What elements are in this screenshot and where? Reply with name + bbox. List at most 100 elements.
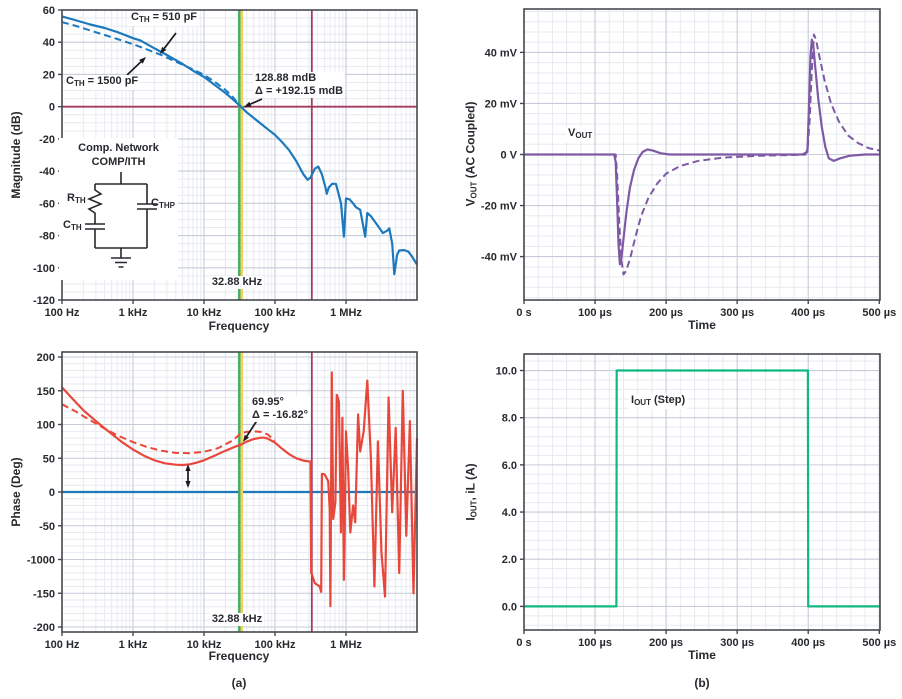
- iout-frame: [523, 353, 881, 631]
- tick-label: 400 µs: [791, 307, 825, 319]
- iout-step-label: IOUT (Step): [629, 394, 688, 409]
- phase-xlabel: Frequency: [208, 649, 270, 663]
- reference-lines: [62, 352, 417, 632]
- tick-label: -20: [39, 134, 55, 146]
- tick-label: -150: [33, 588, 55, 600]
- tick-label: 200 µs: [649, 307, 683, 319]
- phase-margin-delta: Δ = -16.82°: [252, 409, 309, 421]
- phase-margin-value: 69.95°: [252, 396, 284, 408]
- tick-label: 500 µs: [862, 637, 896, 649]
- grid-minor: [524, 9, 880, 300]
- tick-label: -120: [33, 295, 55, 307]
- tick-label: 100 µs: [578, 637, 612, 649]
- rth-label: RTH: [67, 192, 86, 205]
- tick-label: 60: [43, 5, 55, 17]
- tick-label: 40 mV: [485, 47, 518, 59]
- tick-label: 4.0: [502, 507, 517, 519]
- crossover-freq-label-magnitude: 32.88 kHz: [209, 276, 265, 289]
- tick-label: 6.0: [502, 460, 517, 472]
- tick-label: 0.0: [502, 601, 517, 613]
- vout-xlabel: Time: [688, 318, 716, 332]
- tick-label: 40: [43, 37, 55, 49]
- tick-label: 20 mV: [485, 98, 518, 110]
- phase-series-0: [61, 371, 419, 608]
- tick-label: 300 µs: [720, 307, 754, 319]
- iout-series-0: [524, 369, 880, 608]
- phase-plot: 100 Hz 1 kHz 10 kHz 100 kHz 1 MHz 200 150 100 50…: [27, 351, 419, 651]
- vout-series-0: [524, 38, 880, 266]
- tick-label: 50: [43, 453, 55, 465]
- tick-label: 1 kHz: [119, 307, 148, 319]
- tick-label: -40: [39, 166, 55, 178]
- vout-plot: 0 s 100 µs 200 µs 300 µs 400 µs 500 µs 40 mV 20…: [481, 8, 896, 319]
- magnitude-series-1: [61, 21, 242, 107]
- magnitude-xlabel: Frequency: [208, 319, 270, 333]
- crossover-freq-label-phase: 32.88 kHz: [209, 613, 265, 626]
- annotation-arrow: [244, 98, 263, 107]
- tick-label: -80: [39, 231, 55, 243]
- tick-label: 1 MHz: [330, 639, 362, 651]
- annotation-arrow: [185, 464, 191, 488]
- iout-plot: 0 s 100 µs 200 µs 300 µs 400 µs 500 µs 10.0 8.0…: [496, 353, 896, 649]
- tick-label: -50: [39, 521, 55, 533]
- iout-xlabel: Time: [688, 648, 716, 662]
- tick-label: 0 V: [500, 150, 517, 162]
- ground-symbol: [111, 257, 131, 268]
- cth510-annotation: CTH = 510 pF: [129, 11, 200, 26]
- tick-label: 100 Hz: [45, 307, 80, 319]
- annotation-arrow: [160, 32, 177, 54]
- tick-label: 2.0: [502, 554, 517, 566]
- cth1500-annotation: CTH = 1500 pF: [64, 75, 141, 90]
- tick-label: 100 kHz: [255, 639, 296, 651]
- tick-label: 500 µs: [862, 307, 896, 319]
- caption-b: (b): [694, 676, 710, 690]
- grid-major: [523, 354, 880, 630]
- tick-label: 150: [37, 386, 55, 398]
- tick-label: -100: [33, 263, 55, 275]
- tick-label: 10 kHz: [187, 639, 222, 651]
- tick-labels: 0 s 100 µs 200 µs 300 µs 400 µs 500 µs 40 mV 20…: [481, 47, 896, 319]
- tick-label: 10.0: [496, 366, 517, 378]
- vout-series-1: [524, 33, 881, 276]
- crossover-gain: 128.88 mdB: [255, 72, 317, 84]
- tick-label: 1 kHz: [119, 639, 148, 651]
- tick-label: 100 kHz: [255, 307, 296, 319]
- tick-label: 100: [37, 420, 55, 432]
- comp-network-circuit: [85, 172, 157, 268]
- wire-bottom-rail: [95, 247, 147, 258]
- wire-top-node: [95, 172, 147, 185]
- tick-label: 0: [49, 102, 55, 114]
- phase-ylabel: Phase (Deg): [9, 457, 23, 527]
- inset-title: Comp. Network: [78, 142, 159, 154]
- magnitude-ylabel: Magnitude (dB): [9, 111, 23, 199]
- crossover-delta: Δ = +192.15 mdB: [255, 85, 344, 97]
- phase-series-1: [61, 403, 276, 455]
- tick-label: 0: [49, 487, 55, 499]
- cth-label: CTH: [63, 219, 82, 232]
- caption-a: (a): [231, 676, 247, 690]
- tick-label: 0 s: [516, 307, 531, 319]
- tick-label: 20: [43, 69, 55, 81]
- tick-label: -200: [33, 622, 55, 634]
- tick-label: -40 mV: [481, 252, 518, 264]
- tick-label: 400 µs: [791, 637, 825, 649]
- grid-minor: [524, 354, 880, 630]
- tick-label: 0 s: [516, 637, 531, 649]
- vout-ylabel: VOUT (AC Coupled): [463, 101, 479, 207]
- inset-node-label: COMP/ITH: [91, 156, 146, 168]
- tick-label: -20 mV: [481, 201, 518, 213]
- tick-label: 100 Hz: [45, 639, 80, 651]
- tick-label: -60: [39, 198, 55, 210]
- tick-labels: 100 Hz 1 kHz 10 kHz 100 kHz 1 MHz 200 150 100 50…: [27, 352, 363, 651]
- comp-network-inset: Comp. Network COMP/ITH RTH CTH CTHP: [59, 138, 178, 280]
- tick-label: 100 µs: [578, 307, 612, 319]
- cthp-label: CTHP: [151, 197, 175, 210]
- cap-cth-symbol: [85, 223, 105, 248]
- crossover-annotation: 128.88 mdB Δ = +192.15 mdB: [253, 72, 346, 98]
- phase-margin-annotation: 69.95° Δ = -16.82°: [250, 396, 311, 422]
- annotation-arrow: [126, 57, 146, 76]
- tick-label: 1 MHz: [330, 307, 362, 319]
- tick-label: 200: [37, 352, 55, 364]
